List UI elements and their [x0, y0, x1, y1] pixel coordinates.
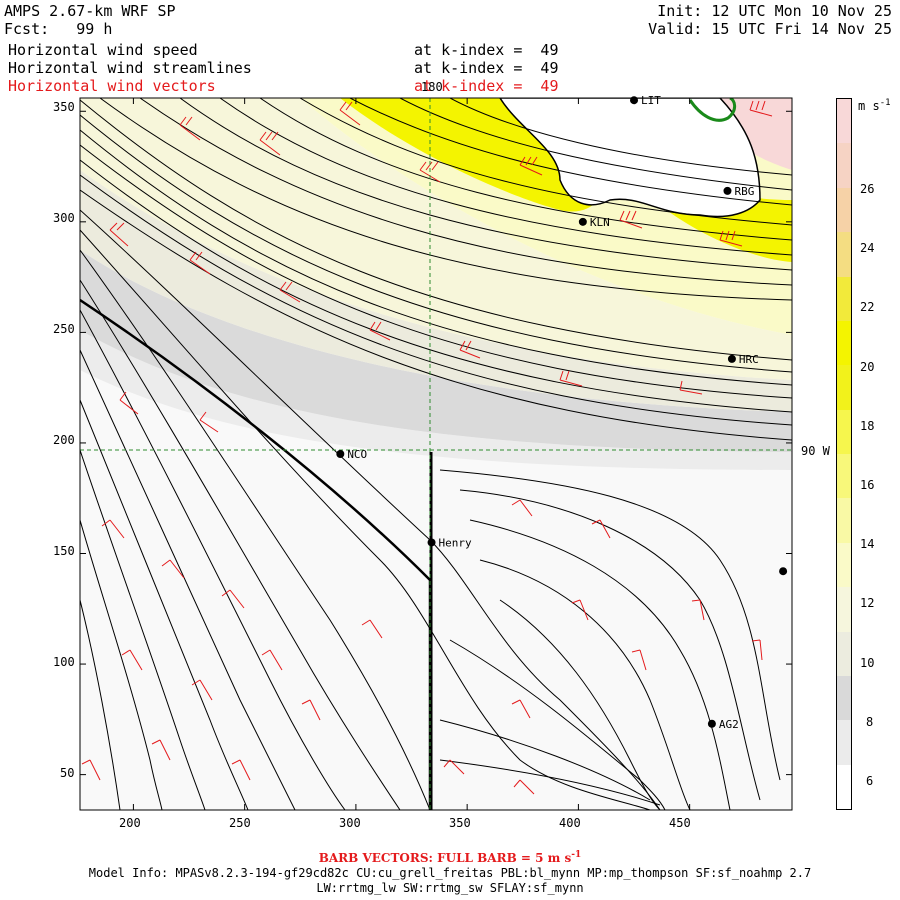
colorbar-label: 22: [860, 300, 875, 314]
map-area: [80, 98, 792, 810]
field-wind-vectors: Horizontal wind vectors: [8, 77, 216, 95]
colorbar-label: 10: [860, 656, 875, 670]
y-tick-label: 150: [53, 544, 75, 558]
thick-streamline: [80, 298, 432, 810]
colorbar-segment: [837, 764, 851, 809]
colorbar-label: 20: [860, 360, 875, 374]
station-marker: [578, 217, 587, 226]
station-label: KLN: [590, 216, 610, 229]
station-label: NCO: [347, 448, 367, 461]
colorbar-segment: [837, 675, 851, 721]
level-wind-speed: at k-index = 49: [414, 41, 559, 59]
station-marker: [707, 719, 716, 728]
speed-band-10: [80, 250, 792, 452]
colorbar-label: 6: [866, 774, 874, 788]
station-marker: [630, 96, 639, 105]
y-tick-label: 250: [53, 322, 75, 336]
station-label: Henry: [439, 536, 472, 549]
model-info-line-2: LW:rrtmg_lw SW:rrtmg_sw SFLAY:sf_mynn: [316, 881, 584, 895]
colorbar-segment: [837, 187, 851, 233]
colorbar-segment: [837, 143, 851, 188]
colorbar-segment: [837, 276, 851, 321]
model-info-line-1: Model Info: MPASv8.2.3-194-gf29cd82c CU:…: [88, 866, 812, 880]
colorbar-units-exponent: -1: [879, 98, 891, 108]
axis-ticks: [80, 98, 792, 810]
x-tick-label: 350: [449, 816, 471, 830]
station-label: HRC: [739, 353, 759, 366]
colorbar-segment: [837, 99, 851, 144]
map-frame: [79, 97, 793, 811]
colorbar-segment: [837, 232, 851, 277]
colorbar-segment: [837, 320, 851, 366]
y-tick-label: 200: [53, 433, 75, 447]
colorbar-segment: [837, 587, 851, 632]
coastline: [499, 98, 761, 218]
y-tick-label: 350: [53, 100, 75, 114]
station-layer: LIT RBG KLN HRC NCO Henry AG2: [336, 94, 788, 731]
colorbar-segment: [837, 498, 851, 543]
map-title: AMPS 2.67-km WRF SP: [4, 2, 176, 20]
x-tick-label: 300: [339, 816, 361, 830]
colorbar: [836, 98, 852, 810]
streamlines: [80, 98, 792, 810]
station-marker: [427, 538, 436, 547]
forecast-hour: Fcst: 99 h: [4, 20, 113, 38]
barb-caption-exponent: -1: [571, 850, 582, 860]
x-tick-label: 450: [669, 816, 691, 830]
colorbar-label: 16: [860, 478, 875, 492]
colorbar-label: 18: [860, 419, 875, 433]
y-tick-label: 50: [60, 766, 75, 780]
barb-caption: BARB VECTORS: FULL BARB = 5 m s-1: [318, 850, 582, 865]
meridian-label: 180: [421, 80, 443, 94]
colorbar-segment: [837, 409, 851, 454]
station-marker: [723, 186, 732, 195]
colorbar-segment: [837, 720, 851, 765]
green-contour: [688, 98, 737, 122]
colorbar-segment: [837, 542, 851, 588]
x-tick-label: 200: [119, 816, 141, 830]
init-time: Init: 12 UTC Mon 10 Nov 25: [657, 2, 892, 20]
colorbar-label: 12: [860, 596, 875, 610]
level-wind-vectors: at k-index = 49: [414, 77, 559, 95]
station-marker: [779, 567, 788, 576]
station-label: AG2: [719, 718, 739, 731]
wind-barbs: [81, 100, 773, 795]
colorbar-label: 26: [860, 182, 875, 196]
x-tick-label: 250: [229, 816, 251, 830]
colorbar-label: 8: [866, 715, 874, 729]
station-marker: [336, 450, 345, 458]
x-tick-label: 400: [559, 816, 581, 830]
field-wind-speed: Horizontal wind speed: [8, 41, 198, 59]
field-streamlines: Horizontal wind streamlines: [8, 59, 252, 77]
y-tick-label: 300: [53, 211, 75, 225]
colorbar-units: m s-1: [858, 98, 891, 113]
colorbar-segment: [837, 631, 851, 676]
y-tick-label: 100: [53, 655, 75, 669]
colorbar-segment: [837, 454, 851, 499]
station-label: LIT: [641, 94, 661, 107]
station-label: RBG: [734, 185, 754, 198]
valid-time: Valid: 15 UTC Fri 14 Nov 25: [648, 20, 892, 38]
colorbar-segment: [837, 365, 851, 410]
station-marker: [727, 354, 736, 363]
colorbar-label: 14: [860, 537, 875, 551]
level-streamlines: at k-index = 49: [414, 59, 559, 77]
parallel-label: 90 W: [801, 444, 830, 458]
colorbar-label: 24: [860, 241, 875, 255]
